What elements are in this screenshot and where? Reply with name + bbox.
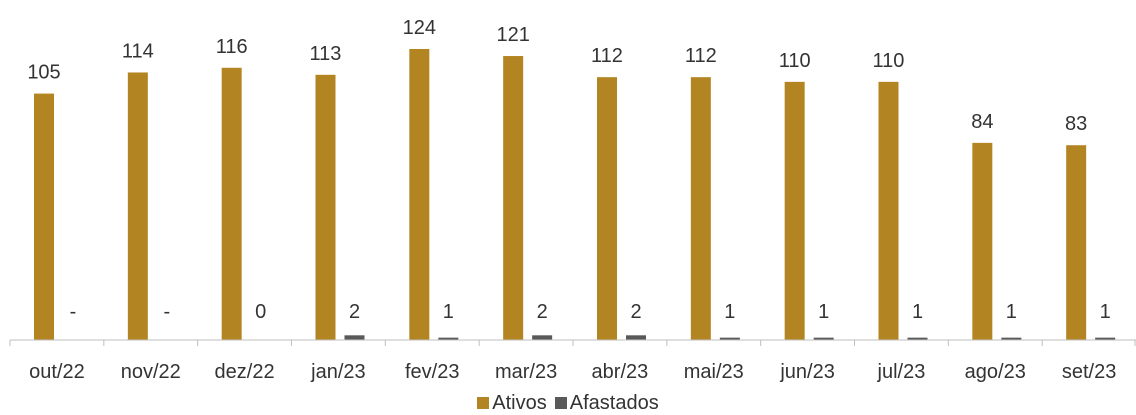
bar-afastados-mar-23 bbox=[532, 335, 553, 340]
x-tick-label-abr-23: abr/23 bbox=[592, 361, 649, 383]
data-label-ativos-jan-23: 113 bbox=[310, 43, 342, 65]
bar-ativos-ago-23 bbox=[972, 142, 993, 340]
legend-swatch-afastados bbox=[554, 397, 567, 409]
data-label-afastados-out-22: - bbox=[70, 301, 77, 323]
legend-label-ativos: Ativos bbox=[492, 391, 547, 414]
legend-item-afastados: Afastados bbox=[554, 391, 659, 415]
data-label-ativos-abr-23: 112 bbox=[591, 45, 623, 67]
bars-group bbox=[34, 49, 1116, 341]
bar-afastados-mai-23 bbox=[719, 337, 740, 340]
bar-afastados-jun-23 bbox=[813, 337, 834, 340]
legend-label-afastados: Afastados bbox=[569, 391, 659, 414]
x-tick-label-set-23: set/23 bbox=[1062, 361, 1116, 383]
x-tick-label-dez-22: dez/22 bbox=[215, 361, 275, 383]
data-label-ativos-jun-23: 110 bbox=[779, 50, 811, 72]
x-tick-label-nov-22: nov/22 bbox=[121, 361, 181, 383]
data-label-ativos-ago-23: 84 bbox=[971, 111, 993, 133]
x-tick-label-jul-23: jul/23 bbox=[877, 361, 926, 383]
data-label-ativos-out-22: 105 bbox=[27, 62, 60, 84]
bar-ativos-dez-22 bbox=[221, 67, 242, 340]
data-label-ativos-nov-22: 114 bbox=[122, 40, 154, 62]
data-label-ativos-jul-23: 110 bbox=[873, 50, 905, 72]
x-tick-label-out-22: out/22 bbox=[29, 361, 85, 383]
data-label-afastados-fev-23: 1 bbox=[443, 301, 454, 323]
data-label-afastados-nov-22: - bbox=[163, 301, 170, 323]
data-label-afastados-abr-23: 2 bbox=[630, 301, 641, 323]
data-label-afastados-set-23: 1 bbox=[1100, 301, 1111, 323]
data-label-ativos-mar-23: 121 bbox=[496, 24, 529, 46]
x-tick-label-ago-23: ago/23 bbox=[965, 361, 1026, 383]
bar-chart: 105-114-11601132124112121122112111011101… bbox=[9, 17, 1136, 383]
x-axis-ticks: out/22 nov/22 dez/22 jan/23 fev/23 mar/23 abr/… bbox=[9, 340, 1136, 383]
data-labels-group: 105-114-11601132124112121122112111011101… bbox=[27, 17, 1110, 323]
bar-afastados-abr-23 bbox=[626, 335, 646, 340]
bar-afastados-jul-23 bbox=[907, 337, 928, 340]
legend-item-ativos: Ativos bbox=[477, 391, 547, 415]
x-tick-label-jun-23: jun/23 bbox=[779, 361, 835, 383]
data-label-afastados-mai-23: 1 bbox=[724, 301, 735, 323]
x-tick-label-mar-23: mar/23 bbox=[495, 361, 557, 383]
data-label-afastados-jul-23: 1 bbox=[912, 301, 923, 323]
x-tick-label-fev-23: fev/23 bbox=[405, 361, 459, 383]
data-label-ativos-fev-23: 124 bbox=[403, 17, 436, 39]
legend-swatch-ativos bbox=[477, 397, 490, 409]
data-label-afastados-ago-23: 1 bbox=[1006, 301, 1017, 323]
bar-ativos-jun-23 bbox=[784, 81, 805, 341]
bar-afastados-set-23 bbox=[1095, 337, 1116, 340]
data-label-ativos-mai-23: 112 bbox=[685, 45, 717, 67]
bar-ativos-abr-23 bbox=[597, 77, 617, 341]
bar-afastados-ago-23 bbox=[1001, 337, 1022, 340]
bar-ativos-mar-23 bbox=[503, 56, 524, 341]
x-tick-label-jan-23: jan/23 bbox=[310, 361, 366, 383]
data-label-afastados-mar-23: 2 bbox=[537, 301, 548, 323]
data-label-afastados-jan-23: 2 bbox=[349, 301, 360, 323]
data-label-ativos-dez-22: 116 bbox=[216, 36, 248, 58]
bar-ativos-jan-23 bbox=[315, 74, 336, 340]
bar-ativos-jul-23 bbox=[878, 81, 899, 341]
bar-ativos-fev-23 bbox=[409, 49, 430, 340]
x-tick-label-mai-23: mai/23 bbox=[684, 361, 744, 383]
bar-afastados-jan-23 bbox=[344, 335, 365, 340]
bar-ativos-set-23 bbox=[1066, 145, 1087, 340]
legend: Ativos Afastados bbox=[0, 392, 1136, 414]
data-label-ativos-set-23: 83 bbox=[1065, 113, 1087, 135]
data-label-afastados-dez-22: 0 bbox=[255, 301, 266, 323]
bar-ativos-nov-22 bbox=[127, 72, 148, 340]
data-label-afastados-jun-23: 1 bbox=[818, 301, 829, 323]
bar-ativos-mai-23 bbox=[690, 77, 711, 341]
bar-afastados-fev-23 bbox=[438, 337, 459, 340]
bar-ativos-out-22 bbox=[34, 93, 54, 340]
